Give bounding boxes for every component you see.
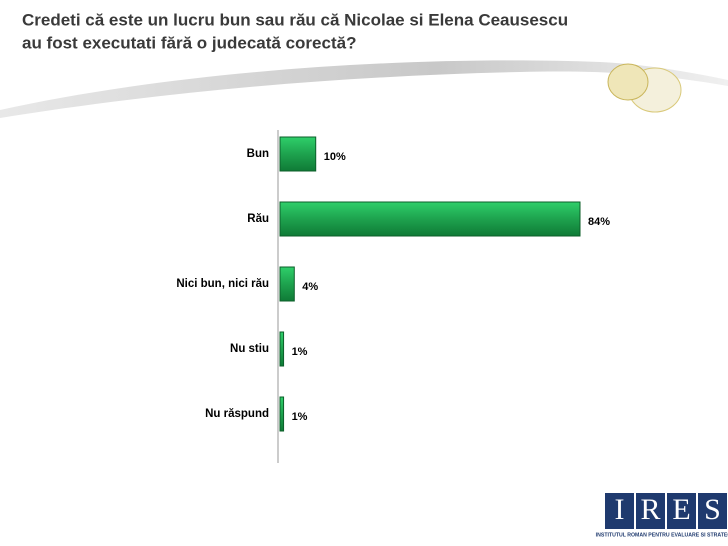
bar [279,331,285,367]
logo-box [605,493,634,529]
decoration-masks [607,63,682,113]
decoration-swoosh [0,60,728,118]
logo-subtitle: INSTITUTUL ROMAN PENTRU EVALUARE SI STRA… [596,532,728,538]
logo-letter: R [640,493,660,526]
value-label: 4% [302,281,318,293]
category-label: Nu răspund [205,408,269,420]
logo-box [636,493,665,529]
value-label: 1% [292,411,308,423]
logo: I R E S INSTITUTUL ROMAN PENTRU EVALUARE SI … [596,491,728,538]
logo-box [698,493,727,529]
chart-title: au fost executati fără o judecată corect… [22,33,356,52]
category-label: Nici bun, nici rău [176,278,269,290]
category-label: Bun [247,148,269,160]
logo-letter: I [615,493,625,526]
logo-box [667,493,696,529]
logo-letter: E [672,493,690,526]
category-label: Rău [247,213,269,225]
bar [279,266,295,302]
logo-letter: S [704,493,721,526]
bar [279,201,581,237]
bar [279,136,317,172]
value-label: 1% [292,346,308,358]
bar [279,396,285,432]
value-label: 84% [588,216,610,228]
category-label: Nu stiu [230,343,269,355]
chart-title: Credeti că este un lucru bun sau rău că … [22,10,568,29]
value-label: 10% [324,151,346,163]
